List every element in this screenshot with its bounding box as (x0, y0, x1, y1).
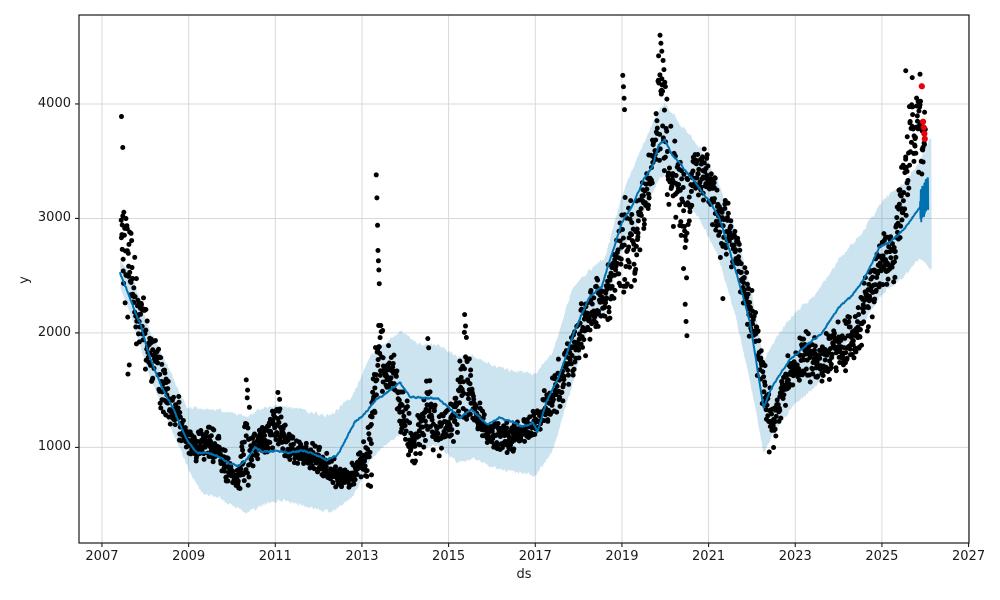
x-tick-label: 2015 (432, 549, 466, 564)
x-tick-label: 2027 (952, 549, 986, 564)
y-tick-label: 4000 (37, 95, 71, 111)
y-tick-label: 1000 (37, 439, 71, 455)
x-tick-label: 2023 (778, 549, 812, 564)
x-tick-label: 2025 (865, 549, 899, 564)
x-tick-label: 2007 (85, 549, 119, 564)
x-tick-label: 2021 (692, 549, 726, 564)
y-tick-label: 2000 (37, 324, 71, 340)
x-tick-label: 2019 (605, 549, 639, 564)
y-axis-label: y (17, 276, 32, 284)
x-tick-label: 2011 (258, 549, 292, 564)
x-tick-label: 2009 (172, 549, 206, 564)
x-axis-label: ds (516, 567, 532, 582)
x-tick-label: 2013 (345, 549, 379, 564)
y-tick-label: 3000 (37, 210, 71, 226)
x-tick-label: 2017 (518, 549, 552, 564)
